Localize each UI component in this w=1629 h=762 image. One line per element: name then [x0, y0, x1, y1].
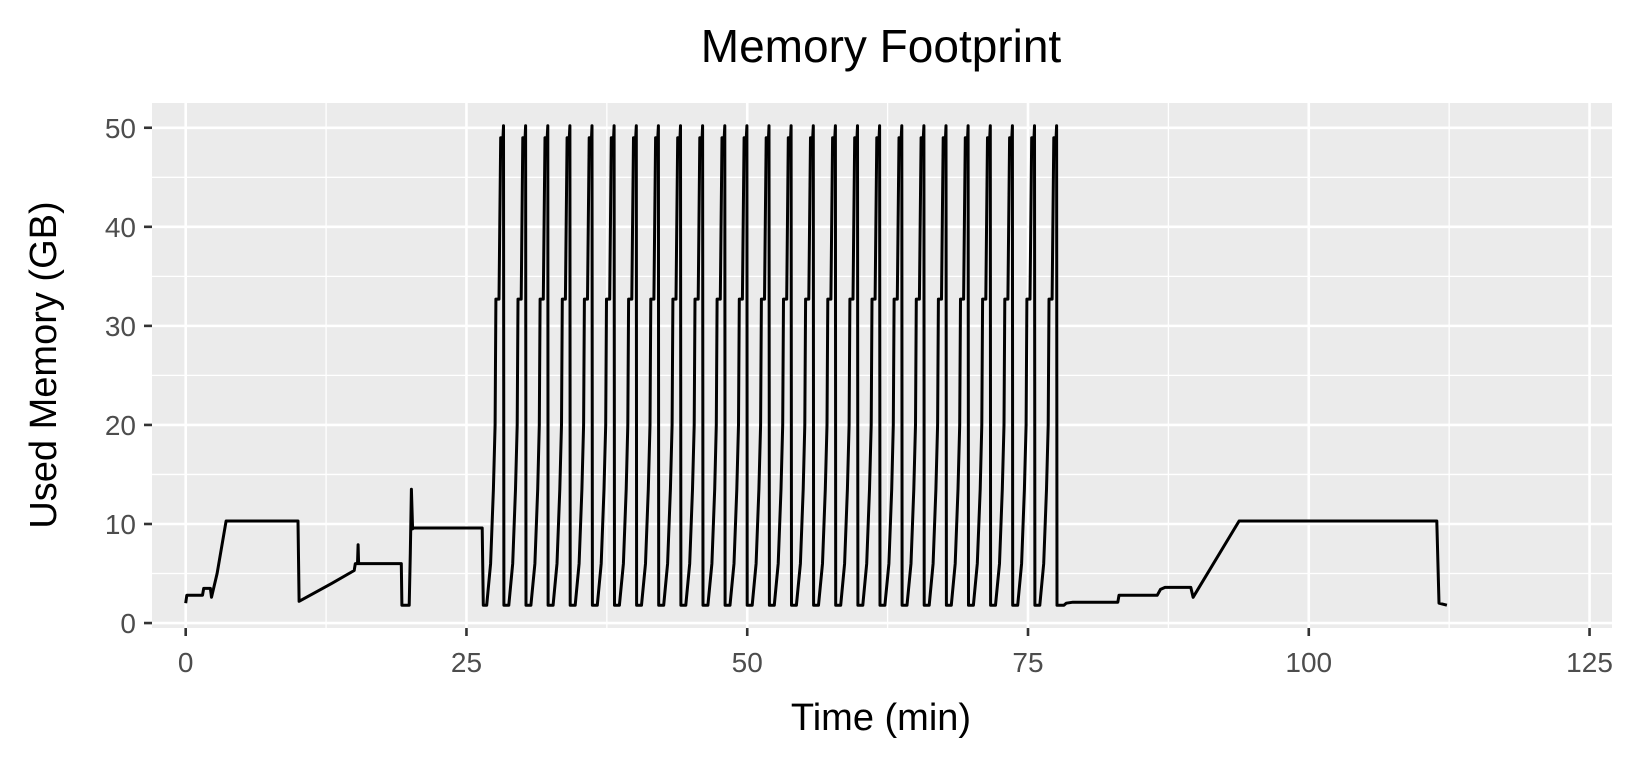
y-tick-label: 30 [105, 311, 136, 342]
y-axis-title: Used Memory (GB) [23, 201, 65, 528]
memory-usage-line [184, 124, 1448, 607]
x-tick-label: 75 [1012, 647, 1043, 678]
x-tick-label: 50 [732, 647, 763, 678]
x-tick-label: 25 [451, 647, 482, 678]
chart-title: Memory Footprint [701, 20, 1062, 72]
y-tick-label: 10 [105, 509, 136, 540]
y-tick-label: 20 [105, 410, 136, 441]
y-tick-label: 40 [105, 212, 136, 243]
y-axis: 0 10 20 30 40 50 [105, 113, 152, 639]
x-tick-label: 0 [178, 647, 194, 678]
y-tick-label: 0 [120, 608, 136, 639]
x-tick-label: 100 [1285, 647, 1332, 678]
plot-panel [152, 103, 1612, 628]
y-tick-label: 50 [105, 113, 136, 144]
data-layer [184, 124, 1448, 607]
x-axis: 0 25 50 75 100 125 [178, 628, 1613, 678]
grid-minor [152, 103, 1612, 628]
x-tick-label: 125 [1566, 647, 1613, 678]
x-axis-title: Time (min) [791, 697, 971, 739]
